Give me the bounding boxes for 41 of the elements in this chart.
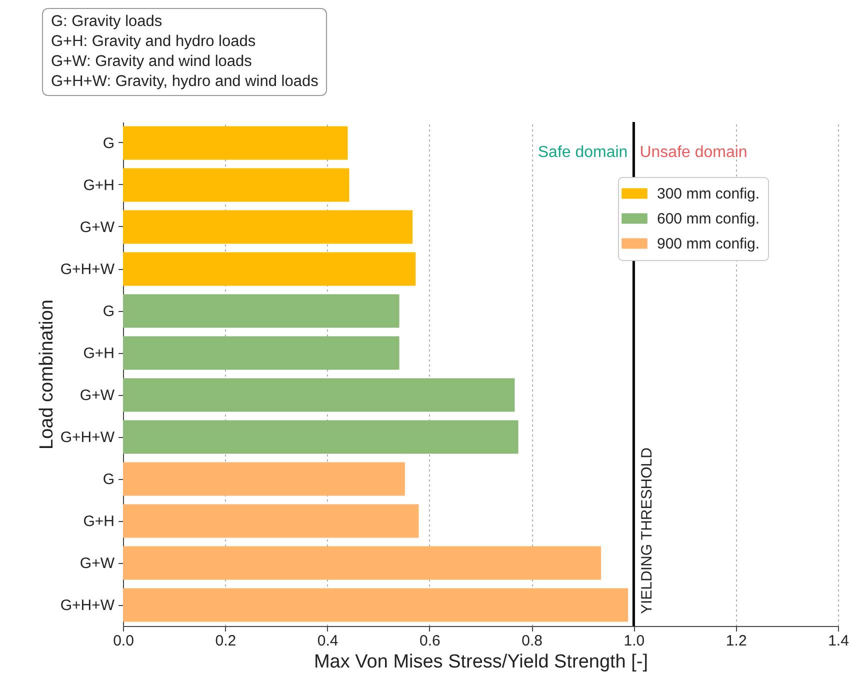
bar bbox=[123, 336, 400, 370]
bar bbox=[123, 462, 405, 496]
x-tick-label: 0.8 bbox=[522, 632, 542, 650]
bar bbox=[123, 168, 350, 202]
x-tick-label: 1.4 bbox=[828, 632, 849, 650]
y-tick-label: G+H+W bbox=[60, 261, 116, 278]
y-tick-label: G bbox=[102, 303, 114, 320]
legend-label: 900 mm config. bbox=[657, 236, 760, 252]
y-tick-label: G+W bbox=[80, 219, 116, 236]
bar bbox=[123, 126, 348, 160]
bar bbox=[123, 546, 602, 580]
y-tick-label: G+H+W bbox=[60, 597, 116, 614]
annotation: Unsafe domain bbox=[640, 144, 748, 161]
x-tick-label: 1.0 bbox=[624, 632, 645, 650]
y-tick-label: G+H bbox=[83, 177, 114, 194]
x-tick-label: 0.0 bbox=[113, 632, 134, 650]
bar bbox=[123, 210, 413, 244]
bar bbox=[123, 504, 419, 538]
y-tick-label: G+H bbox=[83, 345, 114, 362]
y-tick-label: G+W bbox=[80, 555, 116, 572]
legend-label: 300 mm config. bbox=[657, 186, 760, 202]
bar bbox=[123, 378, 515, 412]
y-tick-label: G+W bbox=[80, 387, 116, 404]
x-tick-label: 0.6 bbox=[420, 632, 440, 650]
x-tick-label: 0.4 bbox=[317, 632, 338, 650]
bar bbox=[123, 252, 416, 286]
x-axis-title: Max Von Mises Stress/Yield Strength [-] bbox=[314, 652, 648, 672]
x-tick-label: 0.2 bbox=[215, 632, 236, 650]
bar bbox=[123, 588, 628, 622]
bar bbox=[123, 420, 518, 454]
legend-label: 600 mm config. bbox=[657, 210, 760, 228]
y-tick-label: G bbox=[102, 471, 114, 488]
y-tick-label: G bbox=[102, 135, 114, 152]
y-tick-label: G+H bbox=[83, 513, 114, 530]
note-box: G: Gravity loads G+H: Gravity and hydro loads G+W: Gravity and wind loads G+H+W: Gravity, hydro and wind loads bbox=[42, 8, 328, 96]
y-axis-title: Load combination bbox=[36, 300, 58, 450]
bar bbox=[123, 294, 400, 328]
x-tick-label: 1.2 bbox=[726, 632, 747, 650]
y-tick-label: G+H+W bbox=[60, 429, 116, 446]
ref-line-label: YIELDING THRESHOLD bbox=[638, 447, 656, 614]
annotation: Safe domain bbox=[538, 144, 628, 161]
